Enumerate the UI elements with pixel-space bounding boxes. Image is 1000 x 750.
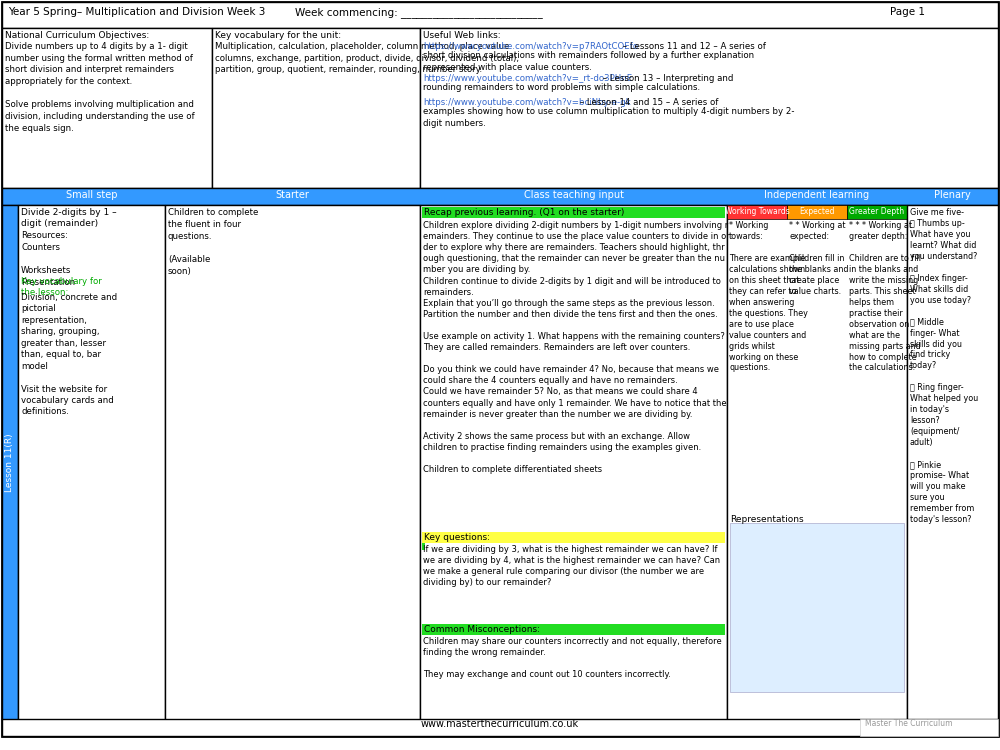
Text: rounding remainders to word problems with simple calculations.: rounding remainders to word problems wit… [423,83,700,92]
Bar [860,719,998,736]
Text: If we are dividing by 3, what is the highest remainder we can have? If
we are di: If we are dividing by 3, what is the hig… [423,545,720,587]
Bar [2,188,998,205]
Bar [907,205,998,720]
Text: Key vocabulary for
the lesson:: Key vocabulary for the lesson: [21,277,102,297]
Text: Key questions:: Key questions: [424,533,490,542]
Bar [847,205,907,219]
Bar [422,532,725,543]
Bar [422,624,725,635]
Bar [420,205,727,720]
Text: Starter: Starter [276,190,309,200]
Text: https://www.youtube.com/watch?v=bciNby-e-gk: https://www.youtube.com/watch?v=bciNby-e… [423,98,631,107]
Text: Useful Web links:: Useful Web links: [423,31,501,40]
Text: Master The Curriculum: Master The Curriculum [865,719,952,728]
Text: Children to complete
the fluent in four
questions.

(Available
soon): Children to complete the fluent in four … [168,208,258,276]
Bar [212,28,420,188]
Text: Independent learning: Independent learning [764,190,870,200]
Bar [420,28,998,188]
Text: Plenary: Plenary [934,190,971,200]
Text: Lesson 11(R): Lesson 11(R) [5,433,15,492]
Text: Year 5 Spring– Multiplication and Division Week 3: Year 5 Spring– Multiplication and Divisi… [8,7,265,17]
Text: Working Towards: Working Towards [725,208,789,217]
Text: https://www.youtube.com/watch?v=_rt-do3PHnE: https://www.youtube.com/watch?v=_rt-do3P… [423,74,632,83]
Bar [18,205,165,720]
Bar [730,523,904,692]
Text: Key vocabulary for the unit:: Key vocabulary for the unit: [215,31,341,40]
Text: Common Misconceptions:: Common Misconceptions: [424,625,540,634]
Text: Class teaching input: Class teaching input [524,190,624,200]
Bar [787,205,847,219]
Text: examples showing how to use column multiplication to multiply 4-digit numbers by: examples showing how to use column multi… [423,107,794,128]
Bar [422,207,725,218]
Bar [2,28,212,188]
Bar [727,205,907,720]
Text: * Working
towards:

There are example
calculations shown
on this sheet that
they: * Working towards: There are example cal… [729,221,808,373]
Text: Page 1: Page 1 [890,7,925,17]
Text: – Lesson 13 – Interpreting and: – Lesson 13 – Interpreting and [600,74,733,83]
Text: Resources:
Counters

Worksheets
Presentation: Resources: Counters Worksheets Presentat… [21,231,75,287]
Text: Multiplication, calculation, placeholder, column method, place value
columns, ex: Multiplication, calculation, placeholder… [215,42,519,74]
Text: https://www.youtube.com/watch?v=p7RAOtCOEfo: https://www.youtube.com/watch?v=p7RAOtCO… [423,42,638,51]
Text: Week commencing: ___________________________: Week commencing: _______________________… [295,7,543,18]
Text: Representations: Representations [730,515,804,524]
Text: Expected: Expected [799,208,835,217]
Bar [2,719,998,736]
Text: Divide 2-digits by 1 –
digit (remainder): Divide 2-digits by 1 – digit (remainder) [21,208,117,228]
Text: * * Working at
expected:

Children fill in
the blanks and
create place
value cha: * * Working at expected: Children fill i… [789,221,848,296]
Text: – Lesson 14 and 15 – A series of: – Lesson 14 and 15 – A series of [577,98,718,107]
Text: Recap previous learning. (Q1 on the starter): Recap previous learning. (Q1 on the star… [424,208,624,217]
Text: Give me five-
🤚 Thumbs up-
What have you
learnt? What did
you understand?

👆️ In: Give me five- 🤚 Thumbs up- What have you… [910,208,978,524]
Text: Divide numbers up to 4 digits by a 1- digit
number using the formal written meth: Divide numbers up to 4 digits by a 1- di… [5,42,195,133]
Text: * * * Working at
greater depth:

Children are to fill
in the blanks and
write th: * * * Working at greater depth: Children… [849,221,921,373]
Bar [2,2,998,28]
Text: Greater Depth: Greater Depth [849,208,905,217]
Text: – Lessons 11 and 12 – A series of: – Lessons 11 and 12 – A series of [620,42,766,51]
Bar [422,532,425,550]
Text: Children may share our counters incorrectly and not equally, therefore
finding t: Children may share our counters incorrec… [423,637,722,680]
Bar [2,205,18,720]
Text: Children explore dividing 2-digit numbers by 1-digit numbers involving r
emainde: Children explore dividing 2-digit number… [423,221,730,474]
Text: www.masterthecurriculum.co.uk: www.masterthecurriculum.co.uk [421,719,579,729]
Text: National Curriculum Objectives:: National Curriculum Objectives: [5,31,149,40]
Text: Small step: Small step [66,190,117,200]
Bar [727,205,787,219]
Bar [165,205,420,720]
Text: short division calculations with remainders followed by a further explanation
re: short division calculations with remaind… [423,51,754,72]
Text: Division, concrete and
pictorial
representation,
sharing, grouping,
greater than: Division, concrete and pictorial represe… [21,293,117,416]
